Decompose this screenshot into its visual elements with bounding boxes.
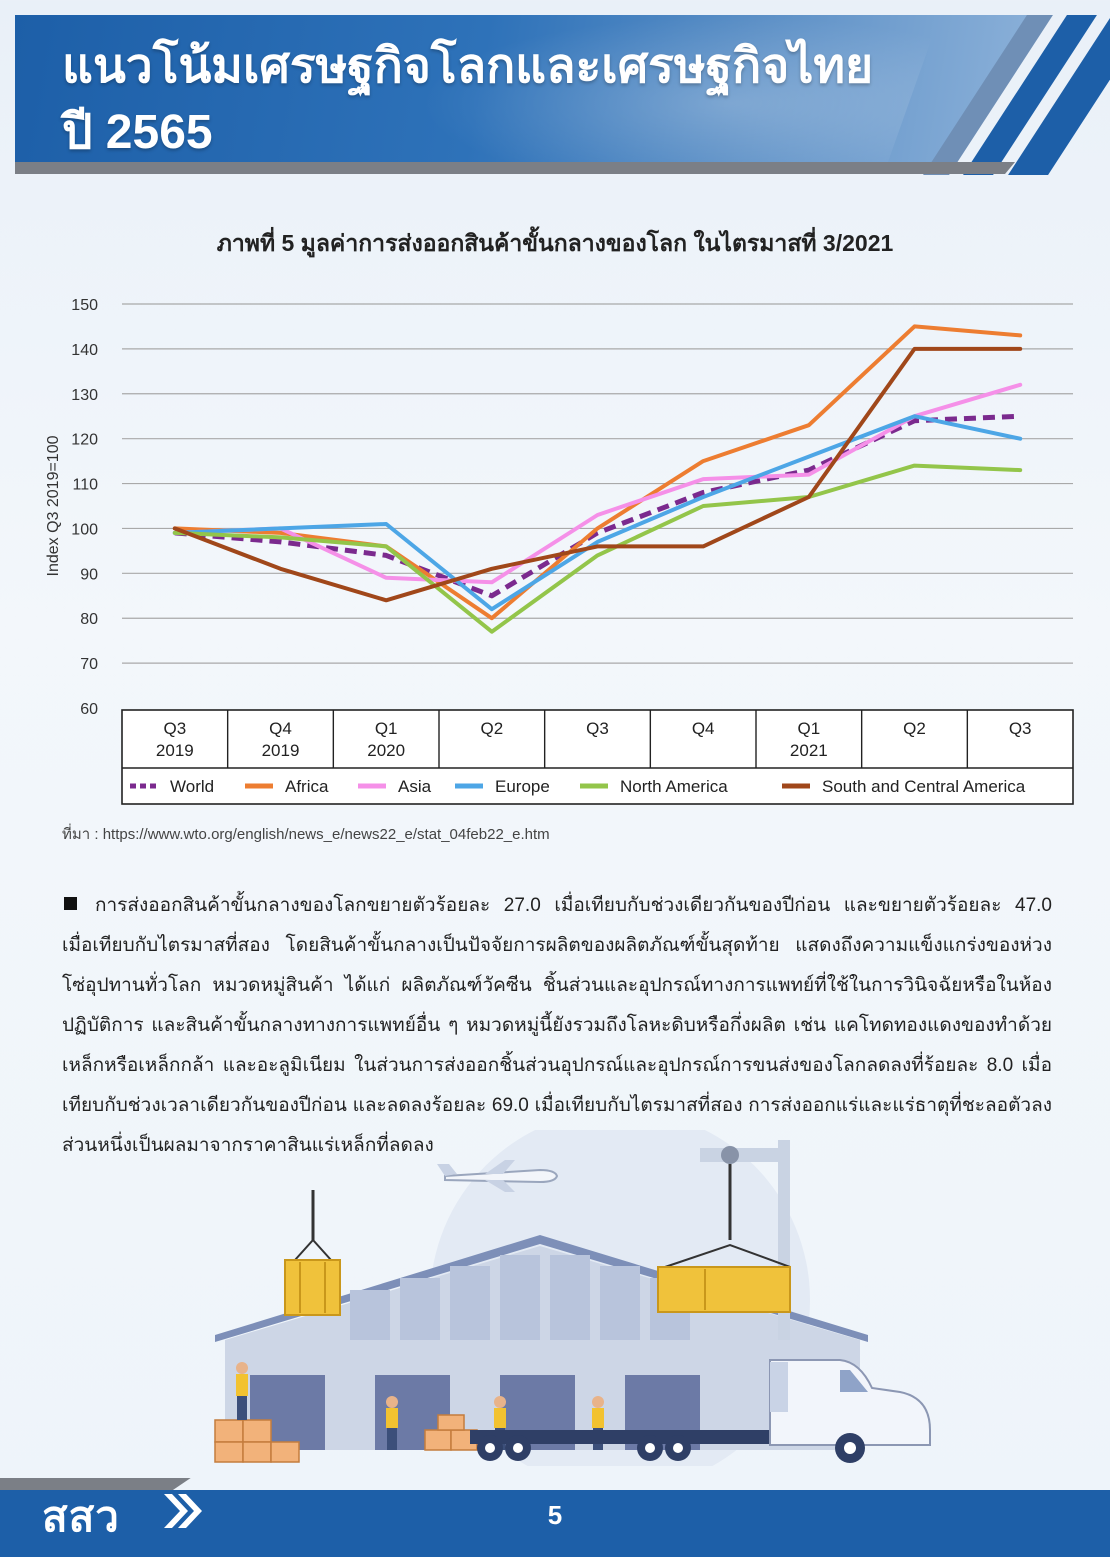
y-tick-label: 150 <box>71 297 98 314</box>
chart-title: ภาพที่ 5 มูลค่าการส่งออกสินค้าขั้นกลางขอ… <box>216 230 894 256</box>
y-tick-label: 140 <box>71 342 98 359</box>
page-header: แนวโน้มเศรษฐกิจโลกและเศรษฐกิจไทย ปี 2565 <box>0 0 1110 175</box>
body-paragraph: การส่งออกสินค้าขั้นกลางของโลกขยายตัวร้อย… <box>62 886 1052 1166</box>
body-text: การส่งออกสินค้าขั้นกลางของโลกขยายตัวร้อย… <box>62 895 1052 1156</box>
x-tick-label: Q1 <box>375 719 398 738</box>
y-tick-label: 90 <box>80 566 98 583</box>
crane-right <box>657 1140 791 1340</box>
x-tick-label: Q2 <box>480 719 503 738</box>
y-tick-label: 80 <box>80 611 98 628</box>
x-tick-label-year: 2021 <box>790 741 828 760</box>
legend-label: South and Central America <box>822 777 1026 796</box>
y-tick-label: 60 <box>80 701 98 718</box>
warehouse-logistics-illustration <box>214 1130 931 1470</box>
y-tick-label: 70 <box>80 656 98 673</box>
truck-icon <box>470 1359 931 1463</box>
chart-source: ที่มา : https://www.wto.org/english/news… <box>62 826 550 843</box>
y-tick-label: 120 <box>71 432 98 449</box>
x-tick-label-year: 2020 <box>367 741 405 760</box>
x-tick-label: Q4 <box>269 719 292 738</box>
x-tick-label-year: 2019 <box>262 741 300 760</box>
legend-label: Asia <box>398 777 432 796</box>
airplane-icon <box>437 1160 559 1192</box>
osmep-logo: สสว <box>42 1493 120 1540</box>
bullet-square-icon <box>64 897 77 910</box>
legend-label: Europe <box>495 777 550 796</box>
legend-label: Africa <box>285 777 329 796</box>
series-line-europe <box>172 414 1023 612</box>
legend-label: World <box>170 777 214 796</box>
x-tick-label: Q3 <box>586 719 609 738</box>
page-number: 5 <box>547 1500 563 1530</box>
x-tick-label: Q4 <box>692 719 715 738</box>
header-handshake-image <box>420 15 940 162</box>
legend-label: North America <box>620 777 728 796</box>
header-underline <box>15 162 1015 174</box>
page-title: แนวโน้มเศรษฐกิจโลกและเศรษฐกิจไทย ปี 2565 <box>62 34 873 166</box>
x-tick-label: Q3 <box>1009 719 1032 738</box>
header-banner <box>15 15 1045 162</box>
x-tick-label: Q3 <box>163 719 186 738</box>
warehouse-windows <box>350 1255 690 1340</box>
series-line-asia <box>172 382 1023 585</box>
cargo-boxes <box>214 1414 478 1463</box>
x-tick-label: Q1 <box>797 719 820 738</box>
y-tick-label: 110 <box>72 477 98 494</box>
x-tick-label-year: 2019 <box>156 741 194 760</box>
series-line-world <box>174 413 1021 599</box>
series-line-africa <box>172 324 1023 621</box>
page-title-line1: แนวโน้มเศรษฐกิจโลกและเศรษฐกิจไทย <box>62 40 874 93</box>
series-line-north-america <box>172 463 1023 634</box>
crane-hook-left <box>284 1190 341 1316</box>
y-axis-label: Index Q3 2019=100 <box>45 435 62 576</box>
y-tick-label: 100 <box>71 521 98 538</box>
y-tick-label: 130 <box>71 387 98 404</box>
series-line-south-and-central-america <box>172 346 1023 603</box>
footer-cut <box>170 1466 1110 1492</box>
x-tick-label: Q2 <box>903 719 926 738</box>
page-title-line2: ปี 2565 <box>62 106 213 159</box>
logo-arrows-icon <box>164 1494 202 1528</box>
line-chart: 60 70 80 90 100 110 120 130 140 150 Index Q3 2019=… <box>45 297 1074 805</box>
